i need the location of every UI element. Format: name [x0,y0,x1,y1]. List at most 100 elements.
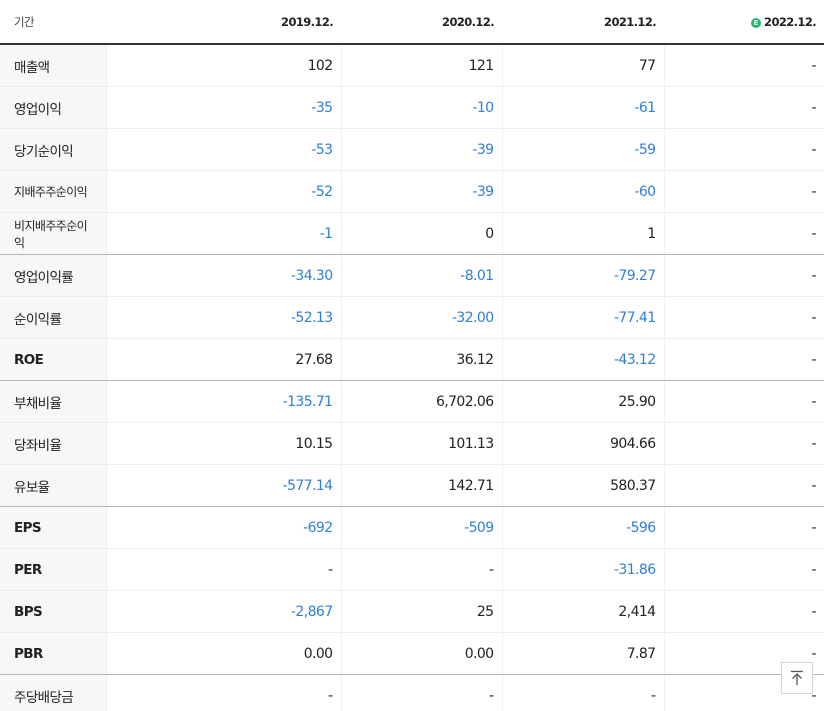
table-cell: -60 [502,170,665,213]
table-cell: -39 [341,170,503,213]
row-label: BPS [0,590,107,633]
table-cell: 1 [502,212,665,255]
table-cell: -135.71 [106,380,342,423]
table-cell: 142.71 [341,464,503,507]
table-cell: - [664,548,824,591]
table-cell: -34.30 [106,254,342,297]
table-row: 영업이익률 -34.30 -8.01 -79.27- [0,254,824,297]
table-cell: 904.66 [502,422,665,465]
row-label: ROE [0,338,107,381]
table-cell: - [664,254,824,297]
table-cell: -43.12 [502,338,665,381]
row-label: EPS [0,506,107,549]
table-cell: 10.15 [106,422,342,465]
table-cell: -52 [106,170,342,213]
scroll-to-top-button[interactable] [781,662,813,694]
table-cell: -61 [502,86,665,129]
table-row: 영업이익 -35 -10 -61- [0,86,824,129]
table-cell: -39 [341,128,503,171]
table-cell: -59 [502,128,665,171]
table-cell: 7.87 [502,632,665,675]
table-row: 비지배주주순이익 -1 0 1- [0,212,824,255]
row-label: 당기순이익 [0,128,107,171]
table-cell: 0.00 [341,632,503,675]
table-cell: - [106,548,342,591]
table-row: 당좌비율 10.15 101.13 904.66- [0,422,824,465]
table-cell: - [664,422,824,465]
column-header: 2021.12. [502,0,664,45]
table-cell: -79.27 [502,254,665,297]
table-row: PBR 0.00 0.00 7.87- [0,632,824,675]
table-cell: 101.13 [341,422,503,465]
table-row: 주당배당금 - - - - [0,674,824,711]
table-row: 지배주주순이익 -52 -39 -60- [0,170,824,213]
arrow-up-to-line-icon [791,670,803,685]
row-label: PBR [0,632,107,675]
table-cell: - [664,44,824,87]
table-cell: 2,414 [502,590,665,633]
table-cell: 77 [502,44,665,87]
table-row: 유보율 -577.14 142.71 580.37- [0,464,824,507]
row-label: 매출액 [0,44,107,87]
table-cell: - [664,380,824,423]
table-cell: -1 [106,212,342,255]
table-cell: - [664,170,824,213]
column-header: 2020.12. [341,0,502,45]
table-cell: - [664,128,824,171]
row-label: PER [0,548,107,591]
table-row: EPS -692 -509 -596- [0,506,824,549]
table-row: 부채비율 -135.71 6,702.06 25.90- [0,380,824,423]
row-label: 순이익률 [0,296,107,339]
table-cell: -577.14 [106,464,342,507]
table-cell: -8.01 [341,254,503,297]
table-cell: -53 [106,128,342,171]
table-cell: -509 [341,506,503,549]
column-header: 2019.12. [106,0,341,45]
table-cell: 6,702.06 [341,380,503,423]
table-cell: -692 [106,506,342,549]
row-label: 주당배당금 [0,674,107,711]
table-cell: 36.12 [341,338,503,381]
table-cell: - [664,338,824,381]
table-cell: -77.41 [502,296,665,339]
table-cell: -596 [502,506,665,549]
table-cell: - [664,464,824,507]
row-label: 영업이익 [0,86,107,129]
table-cell: -52.13 [106,296,342,339]
column-header-estimate: E 2022.12. [664,0,824,45]
table-row: ROE 27.68 36.12 -43.12- [0,338,824,381]
table-cell: - [106,674,342,711]
table-cell: -32.00 [341,296,503,339]
table-row: 당기순이익 -53 -39 -59- [0,128,824,171]
table-row: 순이익률 -52.13 -32.00 -77.41- [0,296,824,339]
row-label: 지배주주순이익 [0,170,107,213]
period-header: 기간 [0,0,106,45]
table-cell: 25.90 [502,380,665,423]
row-label: 당좌비율 [0,422,107,465]
table-cell: 0 [341,212,503,255]
table-row: BPS -2,867 25 2,414- [0,590,824,633]
table-cell: -10 [341,86,503,129]
table-cell: - [664,296,824,339]
table-cell: -35 [106,86,342,129]
row-label: 부채비율 [0,380,107,423]
table-cell: -2,867 [106,590,342,633]
table-cell: 0.00 [106,632,342,675]
table-row: PER - - -31.86- [0,548,824,591]
table-cell: 27.68 [106,338,342,381]
table-cell: 102 [106,44,342,87]
table-cell: - [664,212,824,255]
table-cell: 580.37 [502,464,665,507]
table-cell: - [664,590,824,633]
table-row: 매출액 102 121 77- [0,44,824,87]
table-cell: -31.86 [502,548,665,591]
table-cell: - [664,506,824,549]
table-cell: - [341,548,503,591]
table-cell: - [664,86,824,129]
table-cell: 121 [341,44,503,87]
row-label: 영업이익률 [0,254,107,297]
column-header-label: 2022.12. [764,14,817,29]
header-row: 기간 2019.12. 2020.12. 2021.12. E 2022.12. [0,0,824,45]
